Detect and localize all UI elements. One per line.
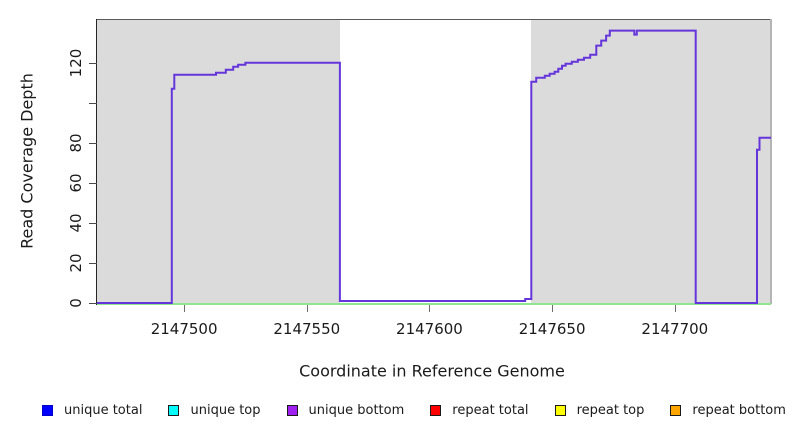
x-tick-mark: [429, 305, 431, 312]
coverage-trace-svg: [97, 29, 771, 304]
plot-right-border: [770, 19, 772, 304]
legend-item-unique-bottom: unique bottom: [286, 402, 405, 418]
x-tick-mark: [306, 305, 308, 312]
y-tick-label: 120: [67, 48, 85, 77]
x-tick-mark: [552, 305, 554, 312]
legend-label: repeat top: [576, 402, 645, 418]
y-tick-label: 60: [67, 173, 85, 193]
y-axis-line: [96, 19, 97, 305]
legend-item-repeat-top: repeat top: [554, 402, 645, 418]
legend-label: repeat total: [452, 402, 529, 418]
x-tick-mark: [674, 305, 676, 312]
x-tick-label: 2147600: [396, 320, 463, 338]
shaded-region-0: [97, 19, 340, 304]
y-tick-mark: [89, 303, 97, 304]
y-tick-label: 0: [67, 298, 85, 308]
x-tick-label: 2147550: [273, 320, 341, 338]
y-tick-label: 80: [67, 133, 85, 153]
legend-item-unique-top: unique top: [168, 402, 261, 418]
legend-label: unique bottom: [308, 402, 405, 418]
y-tick-label: 20: [67, 253, 85, 273]
x-tick-mark: [184, 305, 186, 312]
y-tick-mark: [89, 262, 97, 264]
legend-swatch-icon: [670, 404, 682, 416]
legend-swatch-icon: [42, 404, 53, 416]
legend-swatch-icon: [286, 404, 298, 416]
legend-item-repeat-total: repeat total: [430, 402, 529, 418]
plot-top-border: [97, 19, 772, 20]
x-axis-title: Coordinate in Reference Genome: [299, 361, 565, 381]
legend: unique total unique top unique bottom repea…: [42, 398, 786, 422]
x-tick-label: 2147650: [518, 320, 586, 338]
legend-label: unique top: [190, 402, 261, 418]
legend-label: repeat bottom: [692, 402, 786, 418]
x-tick-label: 2147700: [641, 320, 709, 338]
legend-swatch-icon: [168, 404, 180, 416]
legend-swatch-icon: [554, 404, 566, 416]
y-tick-mark: [89, 142, 97, 144]
legend-item-unique-total: unique total: [42, 403, 142, 418]
coverage-line-unique-bottom: [97, 29, 771, 304]
shaded-region-1: [531, 19, 771, 304]
plot-area: [97, 19, 771, 305]
legend-item-repeat-bottom: repeat bottom: [670, 403, 786, 418]
y-tick-mark: [89, 222, 97, 224]
zero-coverage-baseline: [97, 303, 771, 305]
legend-swatch-icon: [430, 404, 442, 416]
x-tick-label: 2147500: [150, 320, 218, 338]
y-tick-mark: [89, 62, 97, 64]
y-axis-title: Read Coverage Depth: [17, 73, 37, 249]
y-tick-label: 40: [67, 213, 85, 233]
y-tick-mark: [89, 102, 97, 104]
legend-label: unique total: [64, 402, 143, 418]
y-tick-mark: [89, 182, 97, 184]
